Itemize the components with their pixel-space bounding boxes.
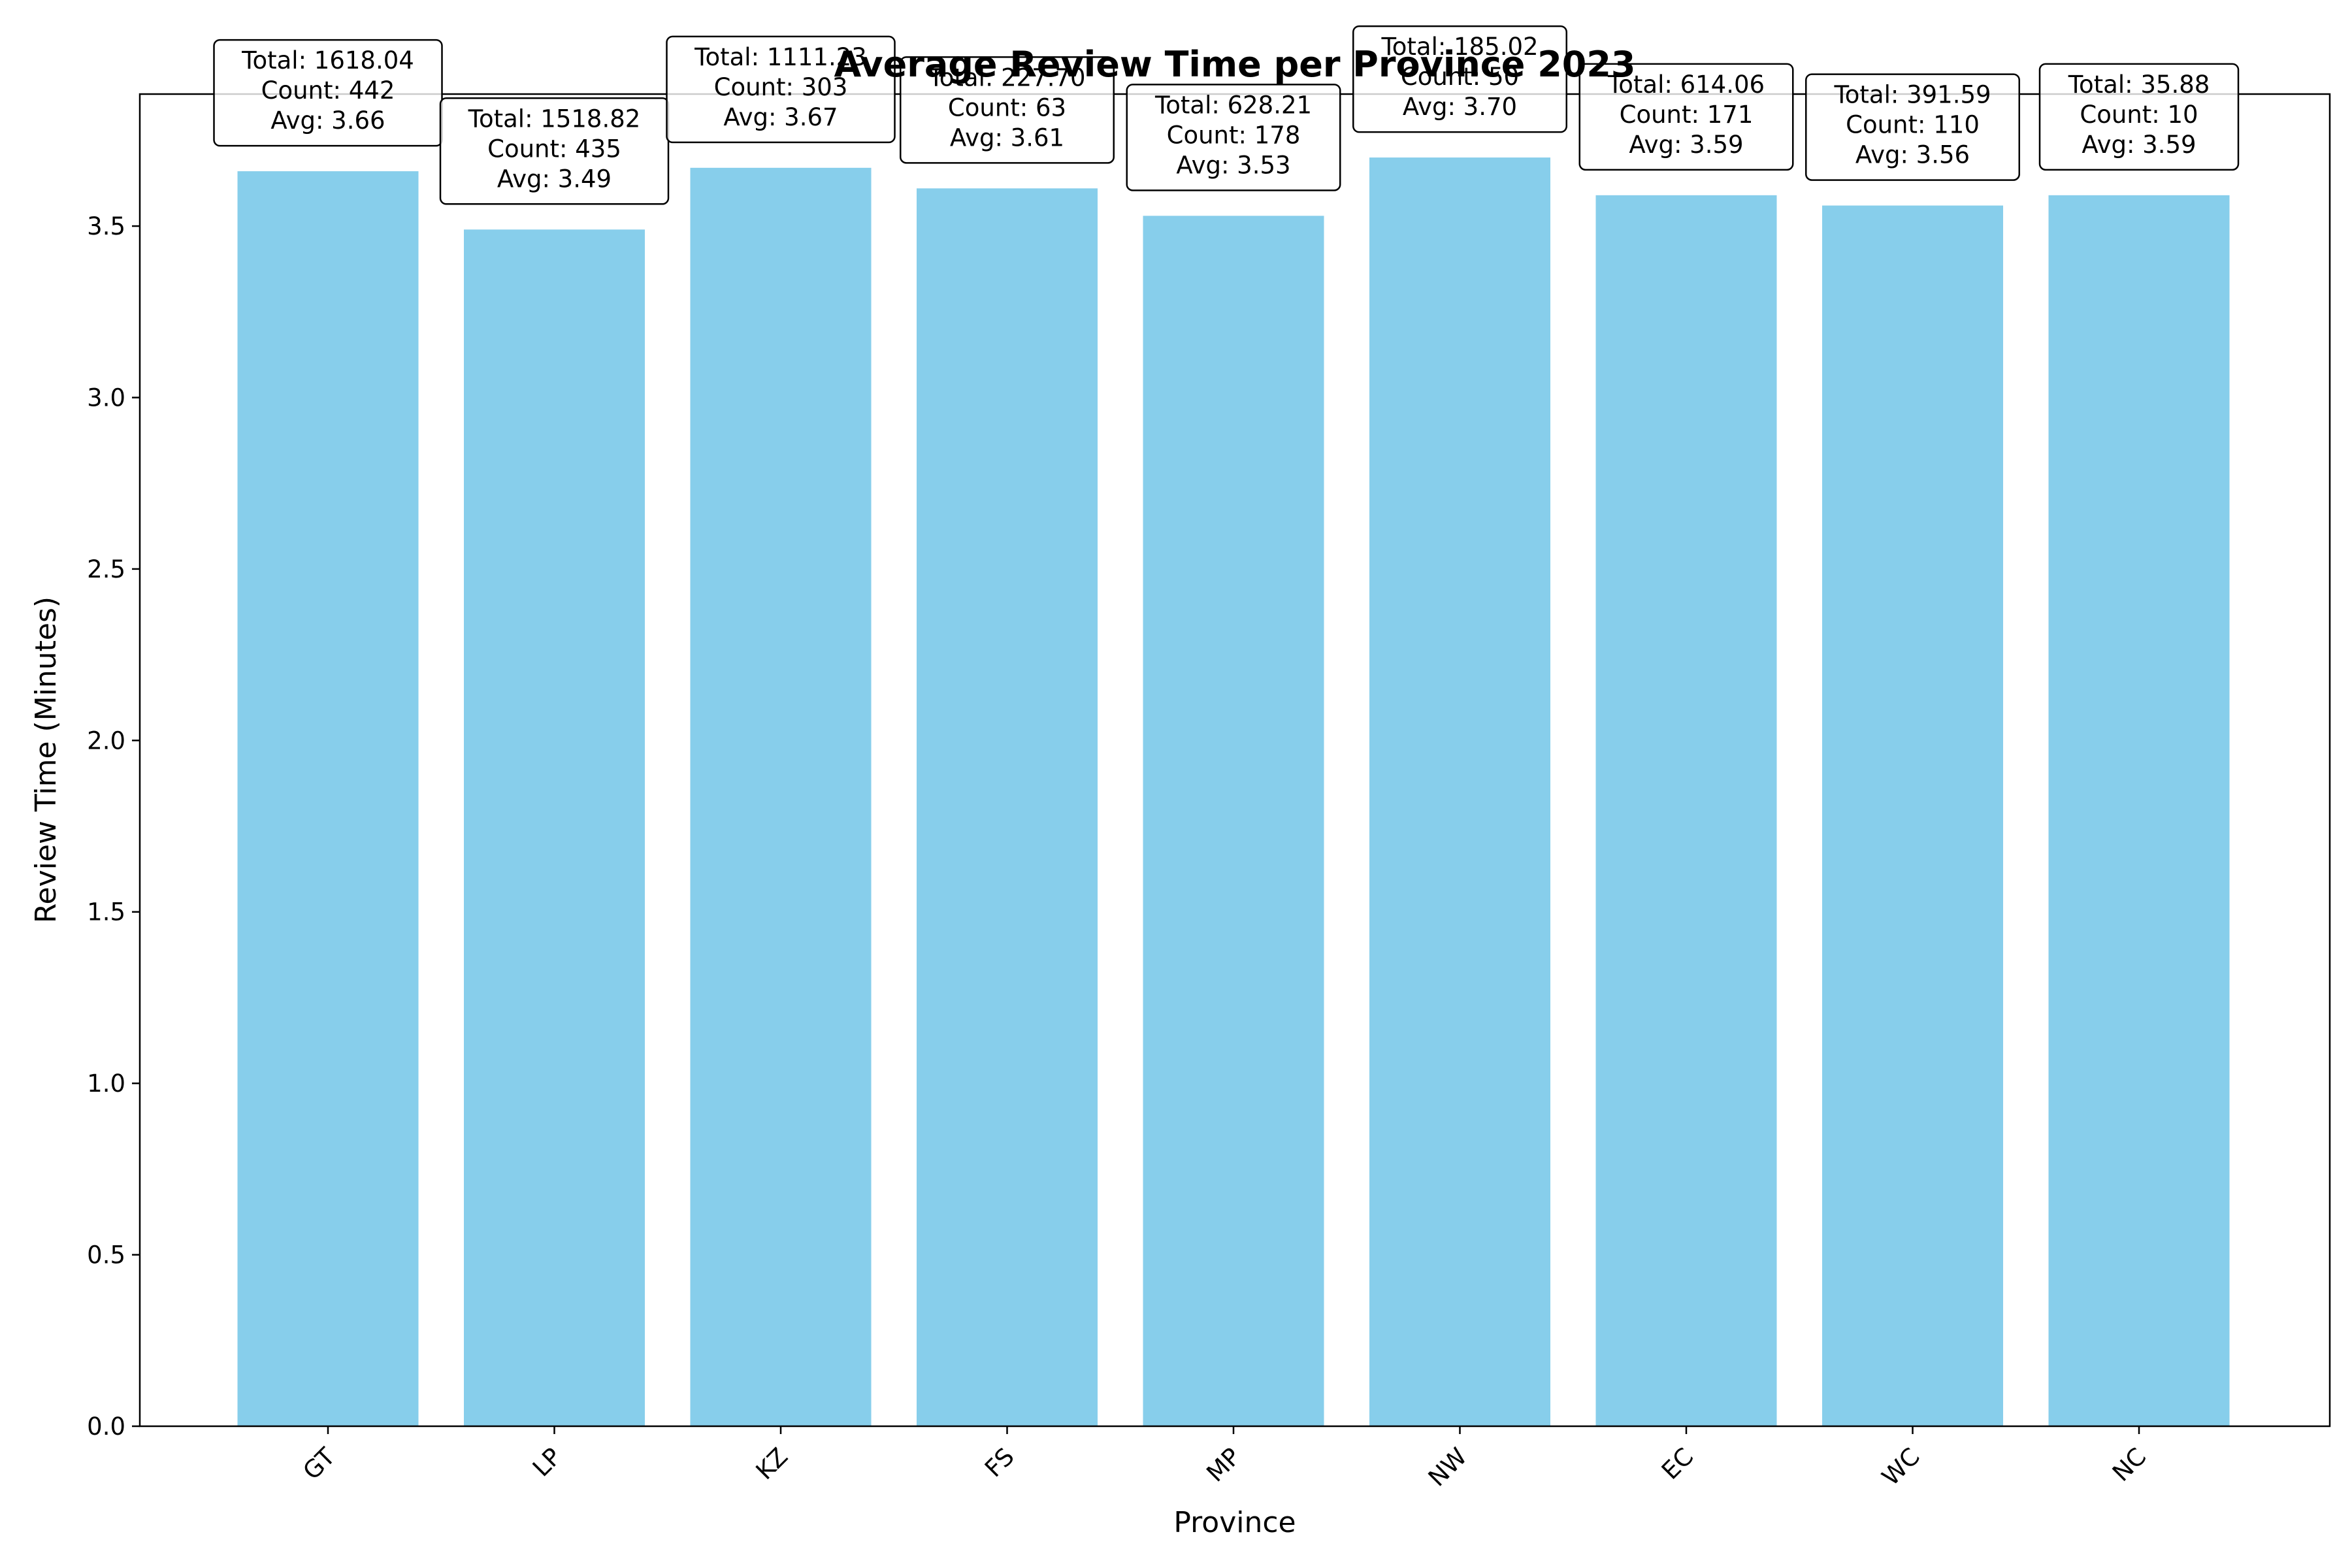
- x-tick-label-lp: LP: [527, 1443, 567, 1482]
- bar-gt: [237, 171, 419, 1426]
- annotation-box-bg: [900, 56, 1115, 164]
- annotation-total: Total: 1618.04: [241, 46, 414, 74]
- y-tick-label: 3.5: [87, 212, 125, 240]
- annotation-total: Total: 1111.23: [694, 43, 867, 71]
- labels-layer: Province Review Time (Minutes): [29, 596, 1296, 1539]
- bar-mp: [1143, 216, 1324, 1427]
- bar-nc: [2048, 195, 2230, 1427]
- x-tick-label-gt: GT: [297, 1443, 340, 1486]
- bar-lp: [464, 229, 645, 1426]
- annotation-avg: Avg: 3.56: [1855, 141, 1970, 169]
- annotation-total: Total: 1518.82: [468, 105, 641, 133]
- annotation-box-bg: [1578, 63, 1794, 171]
- x-tick-label-nw: NW: [1423, 1443, 1473, 1492]
- annotation-total: Total: 35.88: [2068, 71, 2210, 99]
- annotation-box-bg: [213, 39, 443, 147]
- annotation-box-bg: [1352, 25, 1567, 133]
- annotation-count: Count: 50: [1401, 63, 1519, 91]
- x-tick-label-mp: MP: [1201, 1443, 1246, 1488]
- y-tick-label: 0.0: [87, 1413, 125, 1441]
- x-axis-label: Province: [1173, 1506, 1296, 1539]
- annotation-total: Total: 614.06: [1607, 71, 1765, 99]
- y-tick-label: 1.5: [87, 898, 125, 926]
- annotation-total: Total: 227.70: [928, 63, 1085, 91]
- annotation-avg: Avg: 3.53: [1176, 151, 1290, 179]
- x-tick-label-kz: KZ: [751, 1443, 793, 1485]
- annotation-count: Count: 171: [1620, 101, 1754, 129]
- x-tick-label-nc: NC: [2107, 1443, 2151, 1487]
- annotation-count: Count: 435: [487, 135, 621, 163]
- annotation-avg: Avg: 3.59: [2082, 131, 2196, 159]
- annotation-avg: Avg: 3.67: [723, 103, 838, 131]
- bar-ec: [1595, 195, 1777, 1427]
- bar-nw: [1369, 157, 1550, 1427]
- annotation-count: Count: 442: [261, 76, 395, 105]
- chart-title: Average Review Time per Province 2023: [834, 44, 1636, 85]
- bar-fs: [917, 188, 1098, 1426]
- bars-layer: [237, 157, 2230, 1427]
- annotation-box-bg: [666, 35, 896, 144]
- annotation-avg: Avg: 3.61: [950, 123, 1064, 152]
- annotation-avg: Avg: 3.59: [1629, 131, 1743, 159]
- bar-kz: [690, 167, 872, 1426]
- bar-wc: [1822, 205, 2003, 1426]
- annotation-box-bg: [1805, 73, 2020, 181]
- annotation-avg: Avg: 3.49: [497, 165, 612, 193]
- y-axis-label: Review Time (Minutes): [29, 596, 63, 923]
- x-tick-label-fs: FS: [979, 1443, 1020, 1483]
- annotation-box-bg: [1126, 84, 1341, 191]
- y-tick-label: 2.0: [87, 727, 125, 755]
- annotation-total: Total: 628.21: [1154, 91, 1312, 119]
- y-tick-label: 1.0: [87, 1070, 125, 1098]
- annotation-avg: Avg: 3.70: [1403, 93, 1517, 121]
- x-tick-label-ec: EC: [1656, 1443, 1699, 1485]
- y-tick-label: 3.0: [87, 384, 125, 412]
- y-tick-label: 0.5: [87, 1241, 125, 1269]
- annotation-count: Count: 110: [1846, 111, 1980, 139]
- annotation-total: Total: 185.02: [1380, 33, 1538, 61]
- annotation-avg: Avg: 3.66: [270, 106, 385, 135]
- title-layer: Average Review Time per Province 2023: [834, 44, 1636, 85]
- annotation-count: Count: 63: [948, 93, 1066, 122]
- annotation-box-bg: [439, 97, 670, 205]
- annotation-box-bg: [2038, 63, 2240, 171]
- annotation-count: Count: 178: [1167, 121, 1301, 149]
- annotation-total: Total: 391.59: [1833, 81, 1991, 109]
- y-tick-label: 2.5: [87, 555, 125, 583]
- annotation-count: Count: 303: [714, 73, 848, 101]
- annotation-count: Count: 10: [2080, 101, 2198, 129]
- x-tick-label-wc: WC: [1876, 1443, 1925, 1492]
